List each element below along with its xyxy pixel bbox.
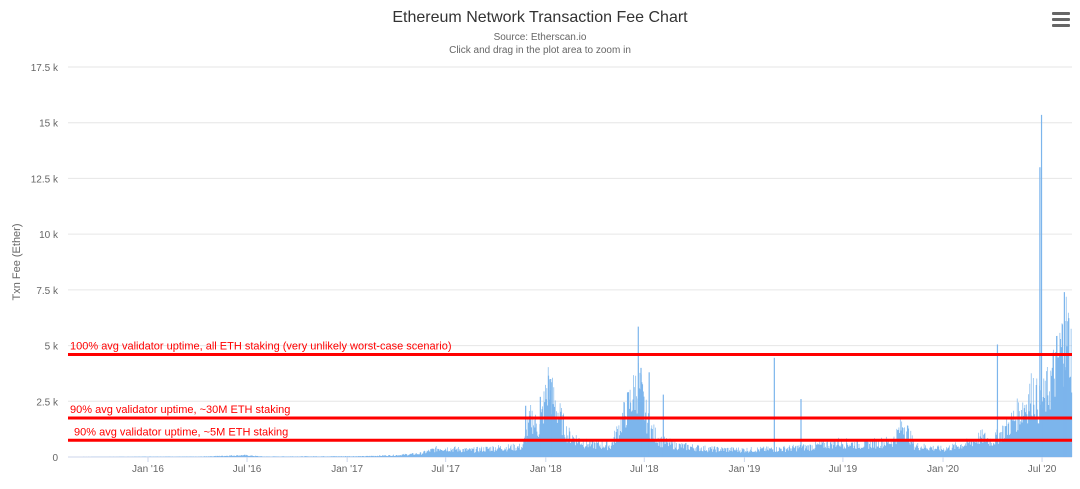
x-axis-ticks: Jan '16 Jul '16 Jan '17 Jul '17 Jan '18 Jul '… <box>132 457 1057 475</box>
menu-bar-1 <box>1052 12 1070 15</box>
hamburger-menu-icon[interactable] <box>1050 10 1072 30</box>
annotation-label: 90% avg validator uptime, ~30M ETH staki… <box>70 404 290 416</box>
x-tick-label: Jul '16 <box>233 464 262 475</box>
x-tick-label: Jul '17 <box>431 464 460 475</box>
y-tick-label: 0 <box>52 453 58 464</box>
annotation-label: 90% avg validator uptime, ~5M ETH stakin… <box>74 426 288 438</box>
x-tick-label: Jan '16 <box>132 464 164 475</box>
y-tick-label: 15 k <box>39 119 59 130</box>
x-tick-label: Jan '19 <box>728 464 760 475</box>
x-tick-label: Jan '20 <box>927 464 959 475</box>
chart-subtitle: Source: Etherscan.io <box>494 32 587 43</box>
y-axis-label: Txn Fee (Ether) <box>11 223 23 300</box>
chart-instruction: Click and drag in the plot area to zoom … <box>449 45 631 56</box>
menu-bar-3 <box>1052 24 1070 27</box>
x-tick-label: Jul '18 <box>630 464 659 475</box>
x-tick-label: Jul '19 <box>829 464 858 475</box>
menu-bar-2 <box>1052 18 1070 21</box>
x-tick-label: Jan '17 <box>331 464 363 475</box>
x-tick-label: Jan '18 <box>530 464 562 475</box>
fee-series-columns <box>69 296 1073 457</box>
y-tick-label: 17.5 k <box>31 63 59 74</box>
y-tick-label: 7.5 k <box>36 286 59 297</box>
y-tick-label: 10 k <box>39 230 59 241</box>
chart-title: Ethereum Network Transaction Fee Chart <box>392 9 688 26</box>
y-tick-label: 2.5 k <box>36 397 59 408</box>
y-tick-label: 5 k <box>45 342 59 353</box>
annotation-label: 100% avg validator uptime, all ETH staki… <box>70 340 452 352</box>
y-tick-label: 12.5 k <box>31 174 59 185</box>
annotations: 100% avg validator uptime, all ETH staki… <box>68 340 1072 442</box>
grid-lines <box>68 66 1072 458</box>
x-tick-label: Jul '20 <box>1028 464 1057 475</box>
y-axis-ticks: 0 2.5 k 5 k 7.5 k 10 k 12.5 k 15 k 17.5 k <box>31 63 59 464</box>
